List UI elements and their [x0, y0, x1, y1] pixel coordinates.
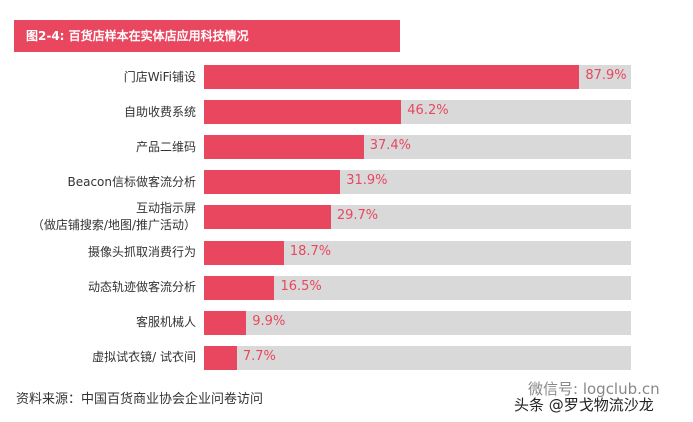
y-tick-label: 产品二维码: [135, 139, 196, 154]
value-label: 37.4%: [369, 138, 411, 154]
value-label: 31.9%: [346, 173, 388, 189]
watermark: 微信号: logclub.cn: [528, 380, 660, 398]
bar: [204, 310, 247, 335]
bar: [204, 170, 341, 195]
bar: [204, 205, 331, 230]
bar: [204, 65, 580, 89]
value-label: 29.7%: [336, 208, 379, 224]
y-tick-label: 互动指示屏 （做店铺搜索/地图/推广活动）: [31, 201, 196, 233]
y-tick-label: 自助收费系统: [123, 104, 196, 119]
value-label: 16.5%: [280, 278, 322, 294]
y-tick-label: Beacon信标做客流分析: [67, 174, 196, 189]
bar-track: [204, 275, 631, 300]
y-tick-label: 摄像头抓取消费行为: [87, 245, 196, 259]
bar: [204, 135, 364, 160]
y-tick-label: 客服机械人: [135, 315, 196, 330]
bar: [204, 100, 402, 125]
bar-track: [204, 345, 631, 370]
value-label: 46.2%: [407, 103, 449, 119]
bar: [204, 240, 284, 265]
value-label: 7.7%: [242, 348, 276, 364]
source-note: 资料来源：中国百货商业协会企业问卷访问: [16, 392, 264, 407]
chart-title: 图2-4: 百货店样本在实体店应用科技情况: [14, 20, 400, 52]
y-tick-label: 动态轨迹做客流分析: [87, 280, 196, 295]
y-tick-label: 虚拟试衣镜/ 试衣间: [92, 350, 196, 365]
value-label: 87.9%: [585, 68, 627, 83]
bar: [204, 345, 237, 370]
value-label: 9.9%: [252, 313, 286, 329]
bar-track: [204, 310, 631, 335]
watermark: 头条 @罗戈物流沙龙: [514, 396, 654, 414]
value-label: 18.7%: [289, 243, 332, 259]
bar: [204, 275, 275, 300]
y-tick-label: 门店WiFi铺设: [123, 69, 196, 84]
